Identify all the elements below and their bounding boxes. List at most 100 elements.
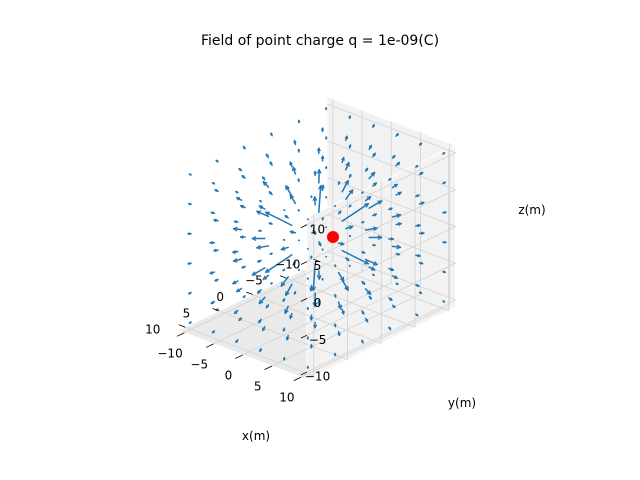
gridline-y: [184, 98, 334, 334]
arrow-head: [390, 267, 394, 271]
field-arrow: [325, 255, 327, 258]
field-arrow: [284, 215, 289, 219]
field-arrow: [214, 278, 219, 282]
field-arrow: [282, 268, 286, 272]
field-arrow: [368, 295, 373, 300]
field-arrow: [283, 209, 286, 212]
field-arrow: [372, 152, 376, 158]
gridline-x: [320, 148, 450, 312]
arrow-head: [370, 171, 375, 175]
arrow-head: [420, 261, 424, 265]
field-arrow: [280, 246, 289, 251]
field-arrow: [306, 336, 310, 340]
field-arrow: [214, 189, 219, 193]
field-arrow: [306, 277, 309, 280]
field-arrow: [337, 271, 345, 282]
field-arrow: [345, 225, 354, 230]
field-arrow: [415, 194, 420, 198]
arrow-head: [238, 168, 241, 171]
arrow-head: [214, 189, 217, 193]
arrow-head: [312, 196, 316, 201]
arrow-head: [347, 257, 350, 261]
y-tick-mark: [176, 332, 185, 337]
field-arrow: [187, 261, 192, 266]
arrow-shaft: [368, 171, 376, 180]
arrow-head: [396, 244, 401, 248]
arrow-head: [314, 302, 318, 307]
arrow-head: [234, 220, 237, 224]
arrow-head: [213, 219, 217, 223]
arrow-head: [368, 144, 372, 148]
field-arrow: [232, 280, 239, 285]
field-arrow: [268, 191, 273, 196]
arrow-head: [417, 283, 420, 287]
gridline-x: [218, 197, 348, 361]
field-arrow: [282, 297, 286, 303]
arrow-head: [209, 242, 213, 245]
arrow-head: [443, 270, 446, 273]
arrow-head: [297, 120, 300, 123]
y-tick-mark: [293, 376, 302, 382]
field-arrow: [309, 314, 314, 321]
arrow-shaft: [391, 214, 402, 218]
field-arrow: [418, 201, 425, 205]
x-tick-label: 5: [183, 306, 191, 320]
field-arrow: [415, 283, 420, 287]
field-arrow: [282, 356, 286, 361]
arrow-head: [340, 241, 345, 245]
gridline-z: [306, 177, 457, 299]
field-arrow: [348, 144, 352, 149]
field-arrow: [368, 144, 373, 150]
arrow-head: [372, 124, 375, 127]
arrow-head: [372, 226, 378, 229]
field-arrow: [270, 282, 273, 285]
field-arrow: [310, 255, 313, 259]
field-arrow: [268, 222, 273, 226]
field-arrow: [337, 210, 342, 215]
field-arrow: [215, 159, 219, 163]
z-axis-label: z(m): [518, 203, 545, 217]
field-arrow: [320, 127, 325, 133]
field-arrow: [312, 229, 316, 236]
arrow-head: [320, 155, 324, 160]
arrow-head: [283, 329, 286, 332]
field-arrow: [345, 161, 350, 171]
z-tick-mark: [300, 224, 308, 229]
field-arrow: [415, 313, 419, 317]
arrow-head: [348, 225, 353, 228]
field-arrow: [289, 161, 293, 168]
arrow-head: [318, 185, 322, 190]
arrow-head: [210, 211, 214, 215]
y-tick-label: 0: [225, 369, 233, 383]
z-tick-label: −10: [305, 370, 330, 384]
y-tick-label: −10: [157, 346, 182, 360]
field-arrow: [442, 181, 447, 185]
arrow-shaft: [251, 267, 266, 276]
arrow-head: [238, 318, 242, 321]
field-arrow: [309, 284, 314, 292]
arrow-head: [338, 210, 342, 213]
arrow-head: [396, 161, 400, 164]
arrow-head: [240, 236, 244, 239]
field-arrow: [264, 211, 293, 227]
arrow-head: [344, 135, 348, 139]
field-arrow: [364, 226, 378, 232]
arrow-shaft: [256, 245, 270, 249]
arrow-head: [324, 107, 327, 110]
arrow-head: [266, 305, 269, 309]
arrow-head: [443, 210, 447, 213]
field-arrow: [341, 202, 370, 222]
arrow-head: [213, 250, 217, 253]
field-arrow: [344, 135, 349, 142]
field-arrow: [442, 270, 447, 274]
arrow-shaft: [256, 210, 270, 218]
arrow-head: [321, 217, 324, 220]
field-arrow: [187, 291, 192, 295]
z-tick-mark: [300, 334, 308, 339]
field-arrow: [292, 166, 297, 175]
field-arrow: [320, 155, 325, 162]
field-arrow: [188, 321, 192, 324]
field-arrow: [256, 244, 270, 250]
field-arrow: [364, 288, 372, 296]
